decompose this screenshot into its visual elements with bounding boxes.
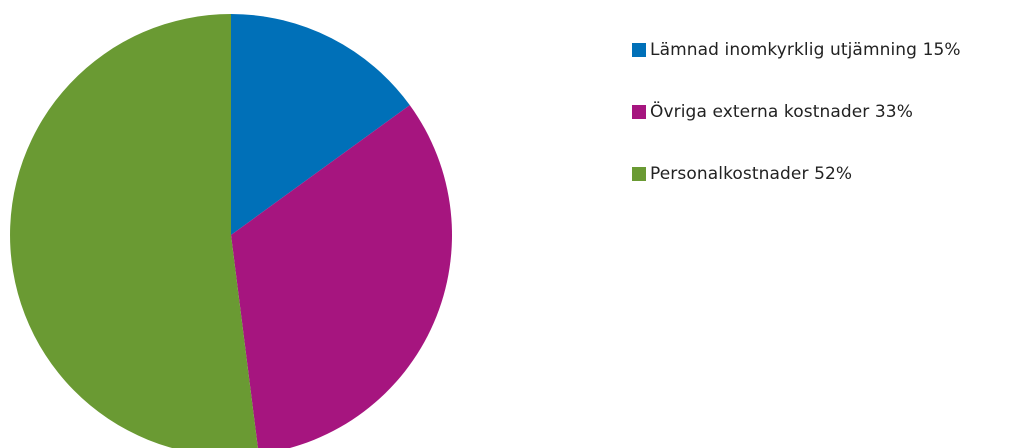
legend-swatch-1 xyxy=(632,105,646,119)
legend-label-2: Personalkostnader 52% xyxy=(650,164,853,184)
pie-slice-0 xyxy=(231,14,410,235)
pie-slice-2 xyxy=(10,14,258,448)
legend-item: Lämnad inomkyrklig utjämning 15% xyxy=(632,40,961,60)
legend: Lämnad inomkyrklig utjämning 15% Övriga … xyxy=(632,40,961,226)
legend-swatch-0 xyxy=(632,43,646,57)
legend-label-1: Övriga externa kostnader 33% xyxy=(650,102,913,122)
legend-item: Övriga externa kostnader 33% xyxy=(632,102,961,122)
pie-chart xyxy=(10,14,452,448)
legend-item: Personalkostnader 52% xyxy=(632,164,961,184)
legend-swatch-2 xyxy=(632,167,646,181)
legend-label-0: Lämnad inomkyrklig utjämning 15% xyxy=(650,40,961,60)
pie-slice-1 xyxy=(231,105,452,448)
